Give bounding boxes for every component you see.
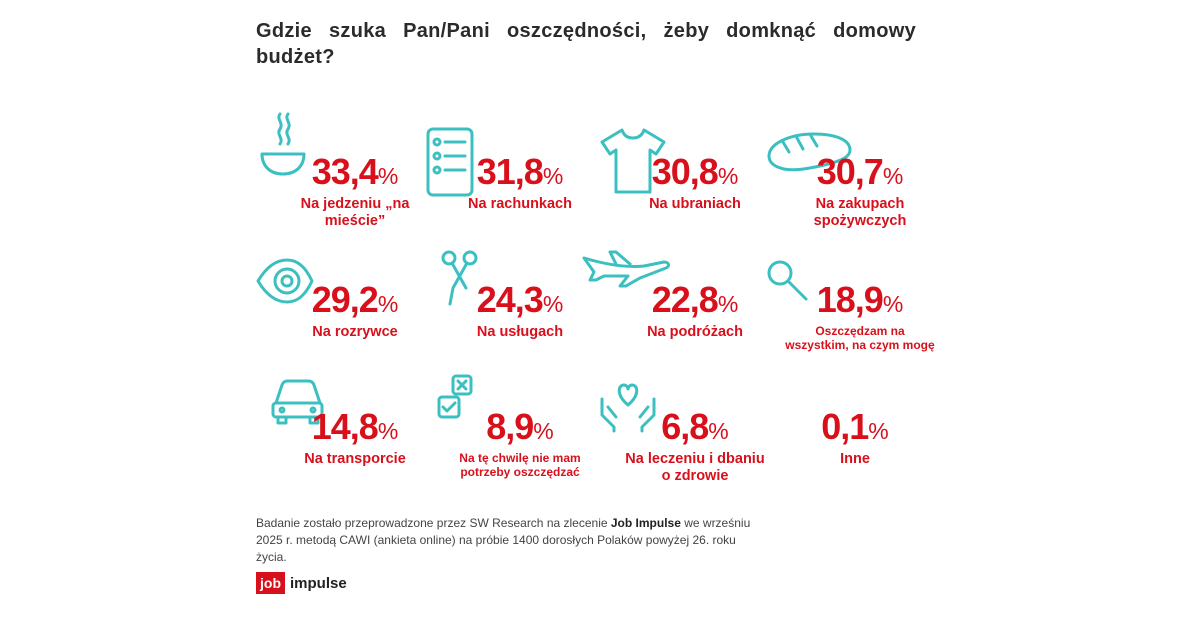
note-text: Badanie zostało przeprowadzone przez SW …: [256, 516, 611, 530]
stat-label: Na tę chwilę nie mam potrzeby oszczędzać: [459, 451, 581, 479]
percent-sign: %: [717, 163, 739, 189]
note-brand: Job Impulse: [610, 516, 681, 530]
stat-number: 14,8: [311, 406, 379, 447]
stat-value: 29,2%: [250, 280, 420, 324]
percent-sign: %: [717, 291, 739, 317]
stat-number: 24,3: [476, 279, 544, 320]
stat-number: 0,1: [821, 406, 869, 447]
stat-item: 29,2% Na rozrywce: [250, 248, 420, 358]
percent-sign: %: [708, 418, 729, 444]
stat-item: 30,8% Na ubraniach: [590, 120, 760, 230]
stat-item: 18,9% Oszczędzam na wszystkim, na czym mo…: [755, 248, 935, 358]
note-text-end: we wrześniu 2025 r. metodą CAWI (ankieta…: [256, 516, 751, 564]
stat-item: 14,8% Na transporcie: [250, 375, 420, 485]
stat-number: 8,9: [486, 406, 534, 447]
percent-sign: %: [882, 291, 904, 317]
car-icon: [270, 377, 325, 432]
checkbox-icon: [435, 373, 485, 428]
stat-item: 6,8% Na leczeniu i dbaniu o zdrowie: [590, 375, 765, 485]
percent-sign: %: [882, 163, 904, 189]
stat-label: Na usługach: [476, 324, 564, 340]
percent-sign: %: [542, 291, 564, 317]
stat-label: Inne: [840, 451, 870, 467]
stat-value: 30,8%: [590, 152, 760, 196]
stat-item: 33,4% Na jedzeniu „na mieście”: [250, 112, 420, 230]
magnifier-icon: [765, 258, 810, 308]
job-impulse-logo: job impulse: [256, 572, 347, 594]
stat-value: 33,4%: [250, 152, 420, 196]
scissors-icon: [440, 248, 480, 313]
survey-note: Badanie zostało przeprowadzone przez SW …: [256, 515, 756, 566]
stat-number: 18,9: [816, 279, 884, 320]
percent-sign: %: [533, 418, 554, 444]
percent-sign: %: [868, 418, 889, 444]
eye-icon: [255, 256, 315, 311]
stat-value: 8,9%: [415, 407, 585, 451]
stat-value: 22,8%: [590, 280, 760, 324]
stat-label: Na jedzeniu „na mieście”: [300, 196, 410, 229]
stat-item: 24,3% Na usługach: [415, 248, 585, 358]
stat-value: 14,8%: [250, 407, 420, 451]
stat-item: 0,1% Inne: [755, 375, 925, 485]
stat-item: 30,7% Na zakupach spożywczych: [755, 120, 925, 230]
logo-box: job: [256, 572, 285, 594]
page-title: Gdzie szuka Pan/Pani oszczędności, żeby …: [256, 20, 916, 68]
heart-hands-icon: [598, 379, 658, 439]
stat-label: Oszczędzam na wszystkim, na czym mogę: [785, 324, 935, 352]
logo-text: impulse: [290, 574, 347, 592]
stat-value: 24,3%: [415, 280, 585, 324]
airplane-icon: [580, 250, 675, 295]
stat-item: 8,9% Na tę chwilę nie mam potrzeby oszczę…: [415, 373, 585, 485]
bread-icon: [763, 130, 853, 180]
tshirt-icon: [598, 126, 668, 201]
stat-value: 31,8%: [415, 152, 585, 196]
stat-number: 6,8: [661, 406, 709, 447]
stat-label: Na leczeniu i dbaniu o zdrowie: [625, 451, 765, 484]
stat-label: Na rachunkach: [468, 196, 572, 212]
stat-item: 22,8% Na podróżach: [582, 248, 760, 358]
stat-number: 22,8: [651, 279, 719, 320]
percent-sign: %: [377, 291, 399, 317]
stat-number: 31,8: [476, 151, 544, 192]
bowl-icon: [258, 110, 308, 195]
stat-label: Na ubraniach: [649, 196, 741, 212]
percent-sign: %: [377, 163, 399, 189]
percent-sign: %: [377, 418, 399, 444]
stat-label: Na podróżach: [647, 324, 743, 340]
stat-number: 30,7: [816, 151, 884, 192]
percent-sign: %: [542, 163, 564, 189]
stat-value: 6,8%: [590, 407, 760, 451]
bill-list-icon: [425, 126, 475, 203]
stat-item: 31,8% Na rachunkach: [415, 120, 585, 230]
stat-number: 30,8: [651, 151, 719, 192]
stat-value: 30,7%: [755, 152, 925, 196]
stat-number: 29,2: [311, 279, 379, 320]
stat-label: Na zakupach spożywczych: [813, 196, 907, 229]
stat-label: Na rozrywce: [312, 324, 398, 340]
stat-label: Na transporcie: [304, 451, 406, 467]
stat-value: 18,9%: [755, 280, 925, 324]
stat-number: 33,4: [311, 151, 379, 192]
stat-value: 0,1%: [755, 407, 925, 451]
